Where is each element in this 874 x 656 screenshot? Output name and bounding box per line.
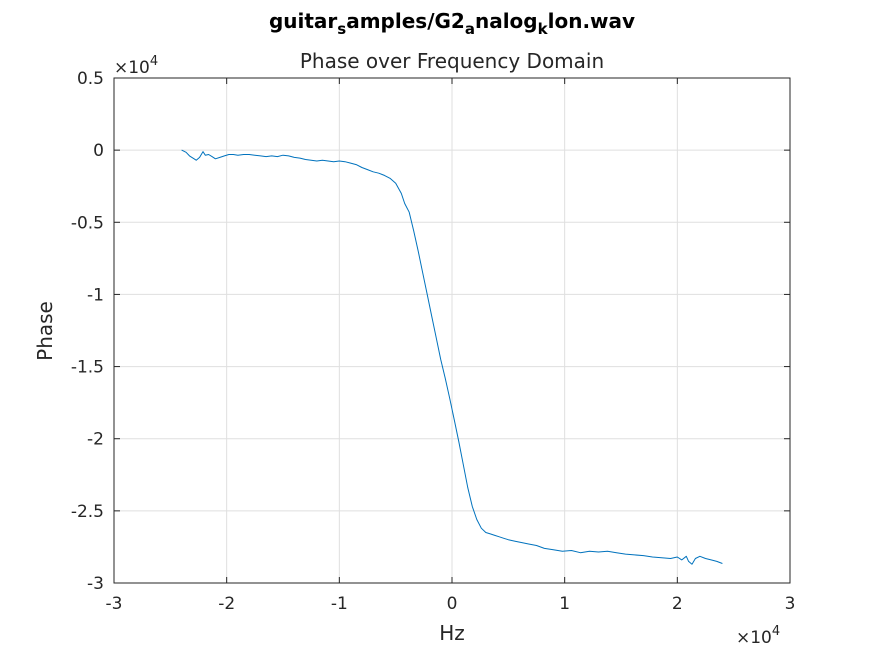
chart-title-subscript: a — [465, 20, 475, 38]
y-exponent-power: 4 — [150, 54, 158, 69]
x-tick-label: -2 — [218, 594, 235, 614]
x-tick-label: -3 — [106, 594, 123, 614]
y-tick-label: 0 — [93, 141, 104, 161]
y-tick-label: -1.5 — [71, 358, 104, 378]
y-exponent-base: ×10 — [114, 58, 150, 78]
y-tick-label: -0.5 — [71, 213, 104, 233]
x-axis-label: Hz — [439, 621, 465, 645]
chart-title: guitarsamples/G2analogklon.wav — [269, 9, 635, 38]
plot-area: -3 -2 -1 0 1 2 3 0.5 0 -0.5 -1 -1.5 -2 -2.5 -3 — [71, 69, 796, 614]
x-tick-label: -1 — [331, 594, 348, 614]
chart-title-part: lon.wav — [548, 9, 635, 33]
y-tick-labels: 0.5 0 -0.5 -1 -1.5 -2 -2.5 -3 — [71, 69, 104, 594]
x-exponent-power: 4 — [772, 624, 780, 639]
x-tick-labels: -3 -2 -1 0 1 2 3 — [106, 594, 796, 614]
x-tick-label: 2 — [672, 594, 683, 614]
chart-title-subscript: s — [337, 20, 346, 38]
y-tick-label: -2.5 — [71, 502, 104, 522]
x-tick-label: 3 — [785, 594, 796, 614]
chart-title-part: guitar — [269, 9, 337, 33]
x-exponent-label: ×104 — [736, 624, 780, 648]
phase-series-line — [181, 149, 723, 565]
x-tick-label: 1 — [559, 594, 570, 614]
y-axis-label: Phase — [33, 301, 57, 361]
y-tick-label: -1 — [87, 285, 104, 305]
y-exponent-label: ×104 — [114, 54, 158, 78]
y-tick-label: -3 — [87, 574, 104, 594]
x-exponent-base: ×10 — [736, 628, 772, 648]
chart-subtitle: Phase over Frequency Domain — [300, 49, 604, 73]
tick-marks — [113, 77, 791, 584]
series-layer — [181, 149, 723, 565]
chart-title-part: amples/G2 — [346, 9, 465, 33]
y-tick-label: 0.5 — [77, 69, 104, 89]
y-tick-label: -2 — [87, 430, 104, 450]
chart-title-subscript: k — [538, 20, 549, 38]
x-tick-label: 0 — [447, 594, 458, 614]
chart-title-part: nalog — [475, 9, 538, 33]
